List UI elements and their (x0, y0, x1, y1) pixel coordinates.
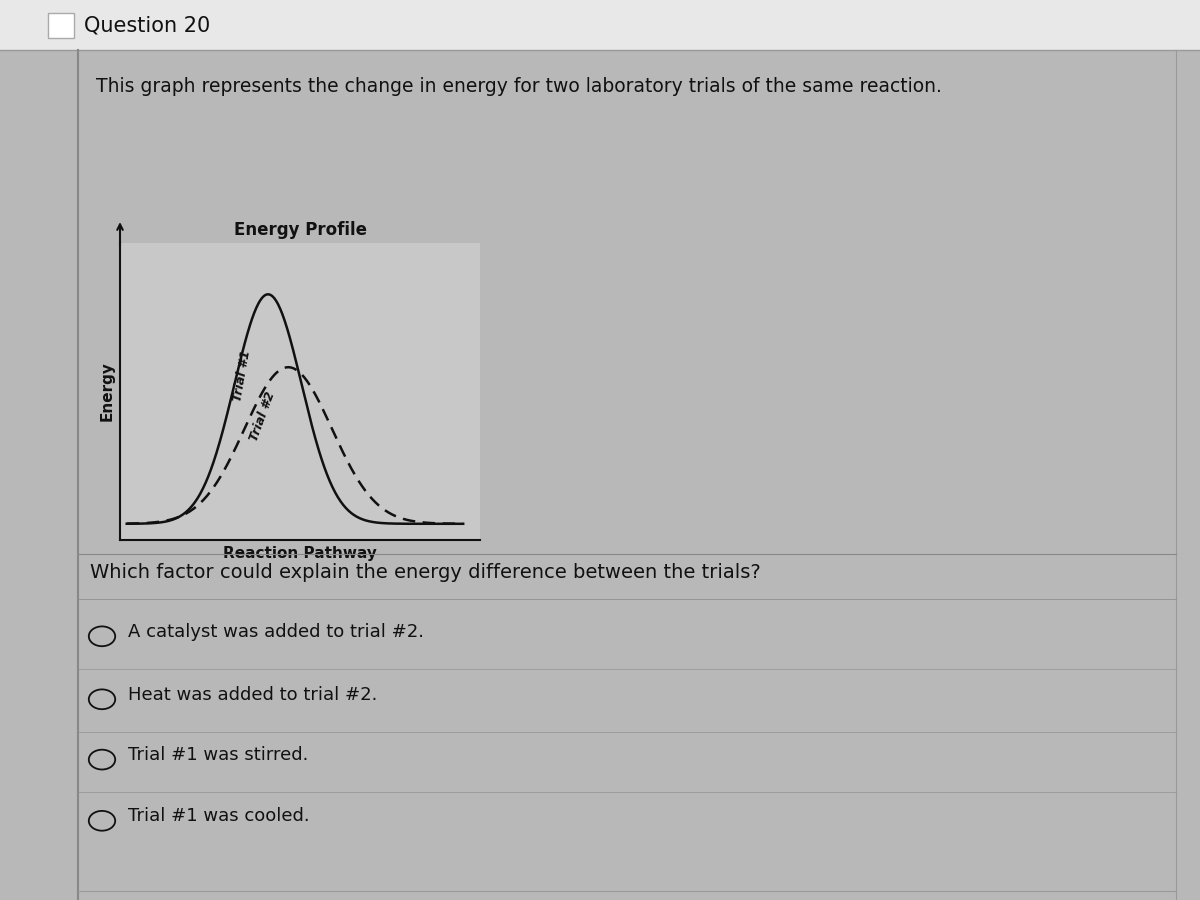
Text: Trial #1 was cooled.: Trial #1 was cooled. (128, 807, 310, 825)
Y-axis label: Energy: Energy (100, 362, 114, 421)
Text: Question 20: Question 20 (84, 15, 210, 35)
Title: Energy Profile: Energy Profile (234, 220, 366, 238)
Text: A catalyst was added to trial #2.: A catalyst was added to trial #2. (128, 623, 425, 641)
Text: Trial #1 was stirred.: Trial #1 was stirred. (128, 746, 308, 764)
Text: Which factor could explain the energy difference between the trials?: Which factor could explain the energy di… (90, 562, 761, 581)
Text: Heat was added to trial #2.: Heat was added to trial #2. (128, 686, 378, 704)
Text: This graph represents the change in energy for two laboratory trials of the same: This graph represents the change in ener… (96, 76, 942, 95)
Text: Trial #2: Trial #2 (248, 390, 278, 443)
X-axis label: Reaction Pathway: Reaction Pathway (223, 545, 377, 561)
Text: Trial #1: Trial #1 (232, 349, 253, 402)
